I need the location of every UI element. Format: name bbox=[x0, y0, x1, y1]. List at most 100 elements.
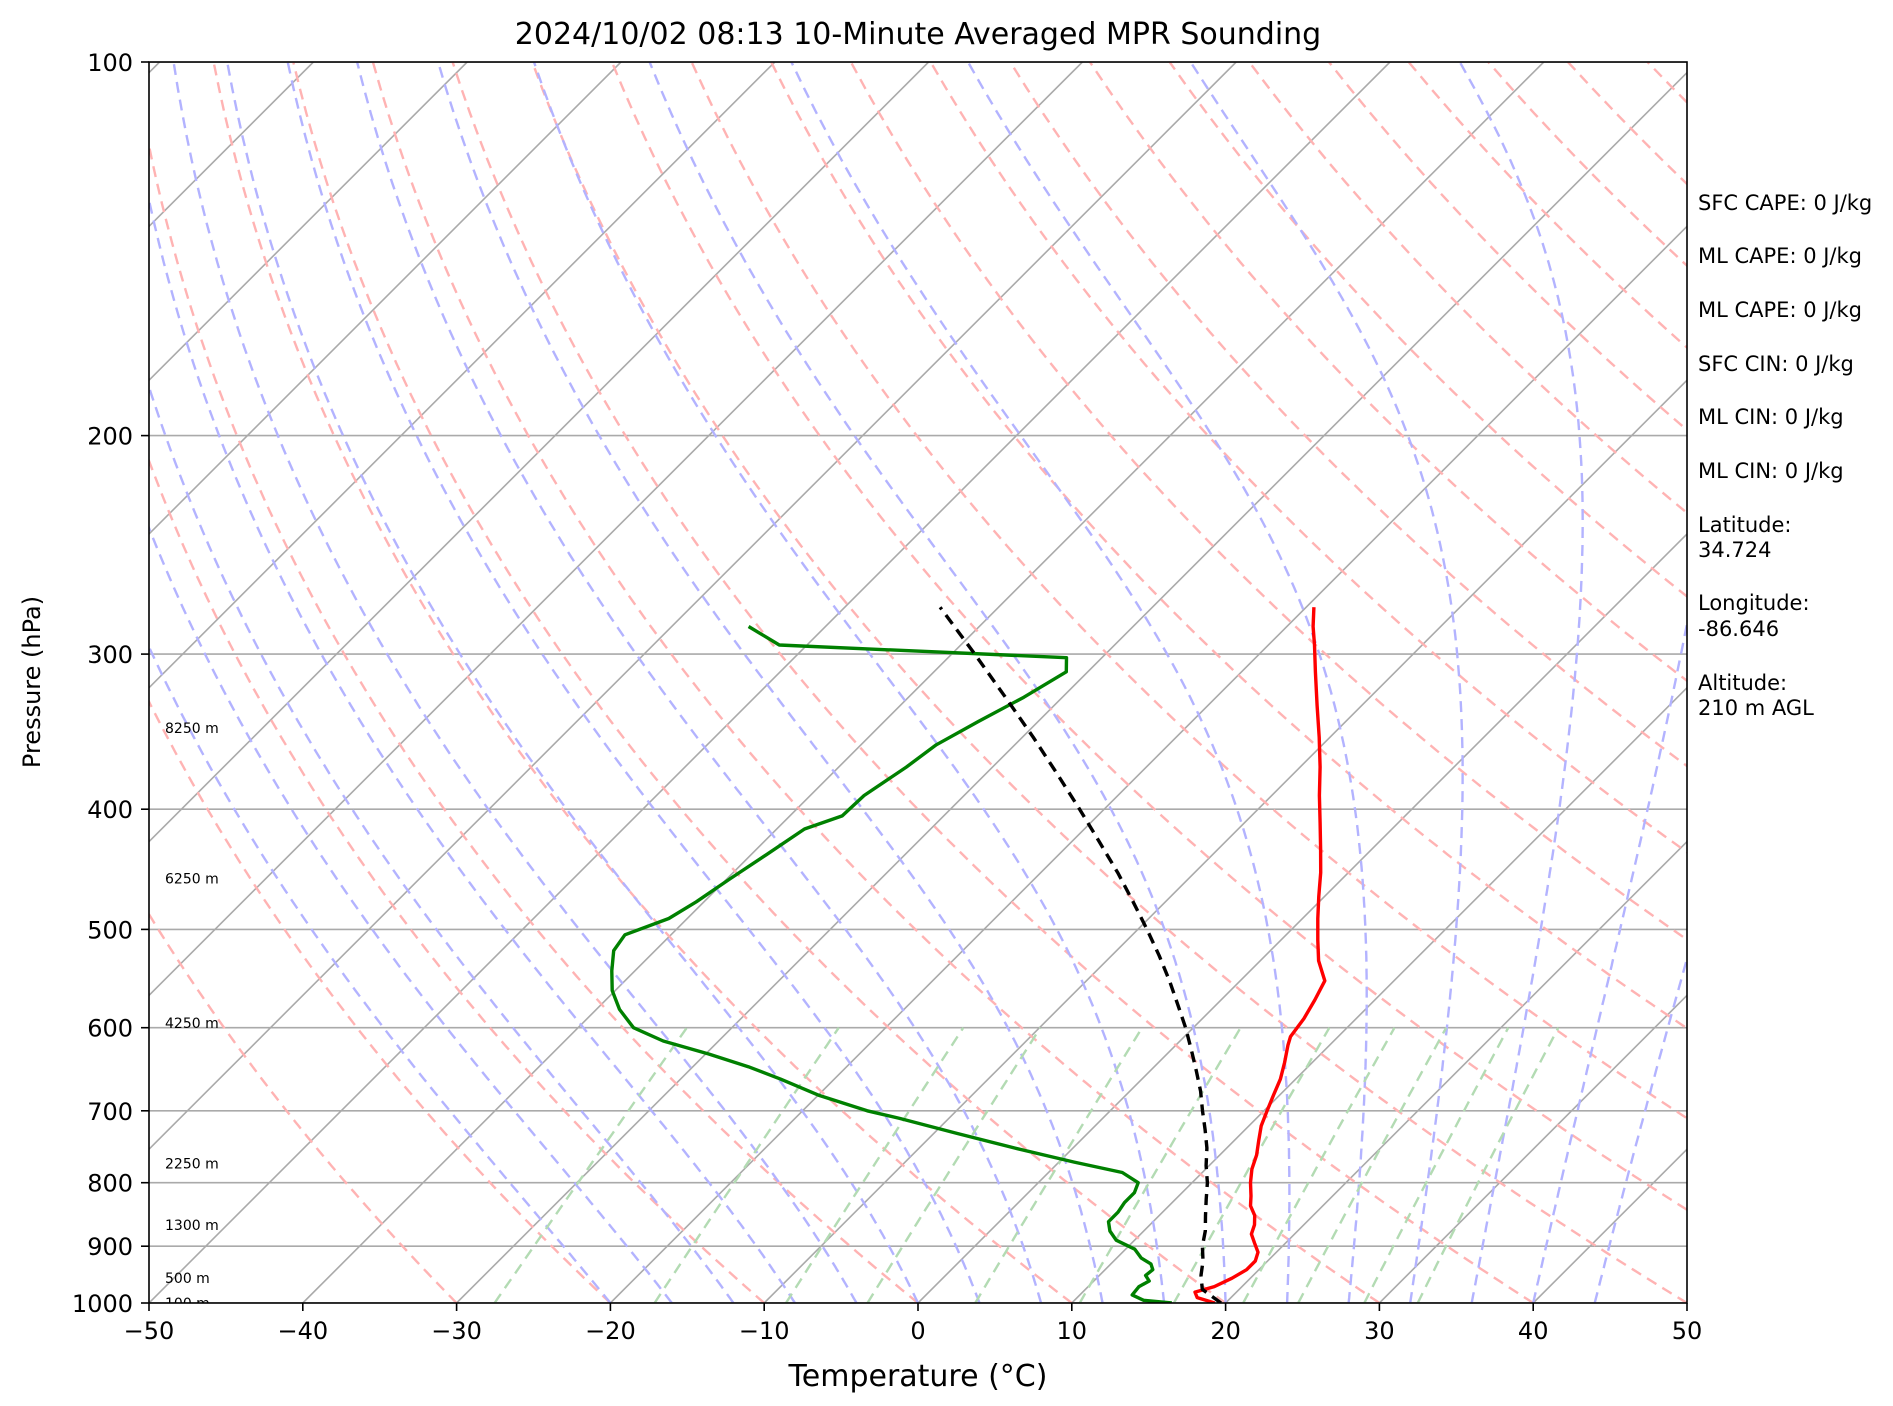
x-tick-label: 0 bbox=[910, 1317, 925, 1345]
latitude-label: Latitude: bbox=[1698, 513, 1792, 537]
moist-adiabat-line bbox=[1189, 62, 1464, 1303]
x-tick-label: 40 bbox=[1518, 1317, 1549, 1345]
isotherm-line bbox=[456, 71, 1687, 1303]
x-tick-label: −20 bbox=[585, 1317, 636, 1345]
parcel-profile-line bbox=[938, 606, 1222, 1303]
isotherm-line bbox=[917, 532, 1687, 1303]
dry-adiabat-line bbox=[451, 62, 1534, 1303]
axes: −50 −40 −30 −20 −10 0 10 20 30 40 50 100 200 300 400 50… bbox=[72, 49, 1702, 1345]
stats-panel: SFC CAPE: 0 J/kg ML CAPE: 0 J/kg ML CAPE… bbox=[1698, 191, 1872, 720]
mixing-ratio-line bbox=[1078, 1027, 1242, 1303]
y-tick-label: 800 bbox=[87, 1170, 133, 1198]
dry-adiabat-line bbox=[690, 62, 1687, 1120]
mixing-ratio-line bbox=[784, 1027, 965, 1303]
altitude-value: 210 m AGL bbox=[1698, 696, 1814, 720]
isotherm-line bbox=[149, 62, 468, 382]
moist-adiabat-line bbox=[966, 62, 1368, 1303]
moist-adiabat-line bbox=[355, 62, 1043, 1303]
height-label: 1300 m bbox=[165, 1218, 219, 1234]
moist-adiabat-line bbox=[172, 62, 858, 1303]
y-tick-label: 400 bbox=[87, 796, 133, 824]
dry-adiabat-line bbox=[149, 698, 612, 1303]
x-tick-label: 30 bbox=[1364, 1317, 1395, 1345]
moist-adiabat-line bbox=[1458, 62, 1584, 1303]
isotherm-line bbox=[763, 379, 1687, 1303]
dry-adiabat-line bbox=[531, 62, 1687, 1303]
height-label: 100 m bbox=[165, 1296, 210, 1312]
moist-adiabat-line bbox=[648, 62, 1227, 1303]
y-tick-label: 600 bbox=[87, 1015, 133, 1043]
y-tick-label: 100 bbox=[87, 49, 133, 77]
dry-adiabat-line bbox=[1088, 62, 1687, 683]
dry-adiabat-line bbox=[929, 62, 1687, 854]
isotherm-line bbox=[302, 62, 1545, 1303]
mixing-ratio-line bbox=[974, 1027, 1144, 1303]
mixing-ratio-line bbox=[1297, 1027, 1448, 1303]
height-label: 8250 m bbox=[165, 721, 219, 737]
isotherm-line bbox=[1225, 840, 1687, 1303]
moist-adiabat-line bbox=[286, 62, 981, 1303]
y-axis-label: Pressure (hPa) bbox=[18, 596, 46, 768]
sfc-cin-text: SFC CIN: 0 J/kg bbox=[1698, 352, 1854, 376]
longitude-value: -86.646 bbox=[1698, 617, 1779, 641]
isotherm-line bbox=[1071, 686, 1687, 1303]
x-tick-label: −10 bbox=[739, 1317, 790, 1345]
isotherm-line bbox=[149, 62, 1237, 1151]
moist-adiabat-line bbox=[436, 62, 1104, 1303]
ml-cin-text-2: ML CIN: 0 J/kg bbox=[1698, 459, 1844, 483]
y-tick-label: 700 bbox=[87, 1098, 133, 1126]
moist-adiabat-line bbox=[149, 644, 612, 1303]
y-tick-label: 1000 bbox=[72, 1290, 133, 1318]
moist-adiabat-line bbox=[532, 62, 1166, 1303]
ml-cape-text-2: ML CAPE: 0 J/kg bbox=[1698, 298, 1862, 322]
height-label: 4250 m bbox=[165, 1016, 219, 1032]
mixing-ratio-line bbox=[1242, 1027, 1396, 1303]
dewpoint-profile-line bbox=[610, 625, 1172, 1303]
isotherm-line bbox=[1378, 994, 1687, 1303]
ml-cin-text: ML CIN: 0 J/kg bbox=[1698, 405, 1844, 429]
moist-adiabat-line bbox=[1532, 617, 1687, 1303]
isotherm-line bbox=[149, 62, 622, 536]
y-tick-label: 300 bbox=[87, 641, 133, 669]
height-label: 500 m bbox=[165, 1271, 210, 1287]
x-axis-label: Temperature (°C) bbox=[788, 1359, 1048, 1394]
x-tick-label: −50 bbox=[124, 1317, 175, 1345]
x-tick-label: −30 bbox=[431, 1317, 482, 1345]
isotherm-line bbox=[149, 62, 776, 689]
mixing-ratio-line bbox=[1172, 1027, 1331, 1303]
isotherm-line bbox=[149, 62, 1083, 997]
mixing-ratio-line bbox=[493, 1027, 688, 1303]
mixing-ratio-line bbox=[1363, 1027, 1510, 1303]
plot-area: 100 m 500 m 1300 m 2250 m 4250 m 6250 m 8250 m bbox=[149, 62, 1687, 1312]
moist-adiabat-line bbox=[1593, 954, 1687, 1303]
mixing-ratio-line bbox=[866, 1027, 1042, 1303]
temperature-profile-line bbox=[1193, 607, 1327, 1303]
chart-title: 2024/10/02 08:13 10-Minute Averaged MPR … bbox=[515, 17, 1321, 52]
dry-adiabat-line bbox=[292, 62, 1227, 1303]
mixing-ratio-line bbox=[1416, 1027, 1560, 1303]
ml-cape-text: ML CAPE: 0 J/kg bbox=[1698, 244, 1862, 268]
y-tick-label: 200 bbox=[87, 423, 133, 451]
y-tick-label: 500 bbox=[87, 916, 133, 944]
x-tick-label: −40 bbox=[277, 1317, 328, 1345]
x-tick-label: 20 bbox=[1210, 1317, 1241, 1345]
isotherm-line bbox=[149, 62, 930, 843]
moist-adiabat-line bbox=[226, 62, 920, 1303]
isotherm-line bbox=[149, 62, 1391, 1303]
x-tick-label: 10 bbox=[1057, 1317, 1088, 1345]
latitude-value: 34.724 bbox=[1698, 538, 1771, 562]
dry-adiabat-line bbox=[149, 139, 919, 1303]
moist-adiabat-line bbox=[149, 524, 673, 1303]
sfc-cape-text: SFC CAPE: 0 J/kg bbox=[1698, 191, 1872, 215]
height-label: 6250 m bbox=[165, 872, 219, 888]
dry-adiabat-line bbox=[149, 912, 458, 1303]
dry-adiabat-line bbox=[212, 62, 1073, 1303]
moist-adiabat-line bbox=[149, 383, 735, 1303]
longitude-label: Longitude: bbox=[1698, 591, 1810, 615]
x-tick-label: 50 bbox=[1672, 1317, 1703, 1345]
dry-adiabat-line bbox=[770, 62, 1687, 1030]
y-tick-label: 900 bbox=[87, 1233, 133, 1261]
dry-adiabat-line bbox=[849, 62, 1687, 942]
